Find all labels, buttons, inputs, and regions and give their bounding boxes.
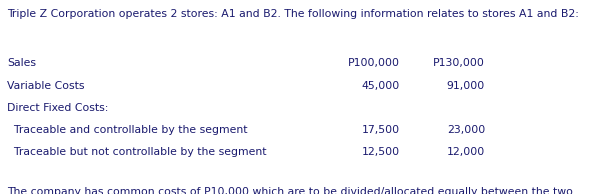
- Text: The company has common costs of P10,000 which are to be divided/allocated equall: The company has common costs of P10,000 …: [7, 187, 573, 194]
- Text: 12,500: 12,500: [361, 147, 400, 158]
- Text: Direct Fixed Costs:: Direct Fixed Costs:: [7, 103, 109, 113]
- Text: P100,000: P100,000: [348, 58, 400, 68]
- Text: Sales: Sales: [7, 58, 37, 68]
- Text: 17,500: 17,500: [361, 125, 400, 135]
- Text: Triple Z Corporation operates 2 stores: A1 and B2. The following information rel: Triple Z Corporation operates 2 stores: …: [7, 9, 580, 19]
- Text: 45,000: 45,000: [361, 81, 400, 91]
- Text: P130,000: P130,000: [433, 58, 485, 68]
- Text: 23,000: 23,000: [447, 125, 485, 135]
- Text: 12,000: 12,000: [447, 147, 485, 158]
- Text: Traceable and controllable by the segment: Traceable and controllable by the segmen…: [7, 125, 248, 135]
- Text: Variable Costs: Variable Costs: [7, 81, 85, 91]
- Text: Traceable but not controllable by the segment: Traceable but not controllable by the se…: [7, 147, 267, 158]
- Text: 91,000: 91,000: [447, 81, 485, 91]
